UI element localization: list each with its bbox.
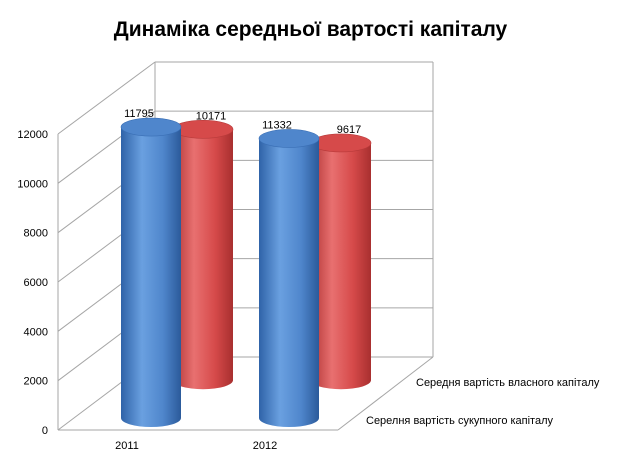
cylinder-body: [311, 142, 371, 390]
data-label: 10171: [196, 110, 227, 122]
data-label: 11795: [124, 108, 154, 120]
data-label: 9617: [337, 124, 361, 136]
y-tick-label: 8000: [24, 228, 48, 240]
bar-own-2012: [310, 133, 372, 390]
y-tick-label: 2000: [24, 376, 48, 388]
cylinder-top: [120, 117, 182, 137]
cylinder-top: [258, 129, 320, 148]
chart-title: Динаміка середньої вартості капіталу: [113, 18, 508, 41]
floor-right-edge: [337, 356, 434, 431]
gridline-side: [57, 61, 156, 135]
series-label: Середня вартість власного капіталу: [416, 377, 600, 389]
y-tick-label: 0: [42, 425, 48, 437]
data-label: 11332: [262, 119, 292, 131]
x-tick-label: 2012: [253, 440, 277, 452]
cylinder-body: [173, 129, 233, 390]
series-label: Серелня вартість сукупного капіталу: [366, 415, 554, 427]
bar-own-2011: [172, 120, 234, 390]
cylinder-body: [121, 127, 181, 427]
y-tick-label: 4000: [24, 326, 48, 338]
cylinder-top: [172, 120, 234, 139]
bar-total-2012: [258, 129, 320, 427]
y-tick-label: 12000: [17, 129, 48, 141]
cylinder-top: [310, 133, 372, 153]
bar-total-2011: [120, 117, 182, 427]
cylinder-body: [259, 138, 319, 427]
y-tick-label: 10000: [17, 178, 48, 190]
y-tick-label: 6000: [24, 277, 48, 289]
x-tick-label: 2011: [115, 440, 139, 452]
